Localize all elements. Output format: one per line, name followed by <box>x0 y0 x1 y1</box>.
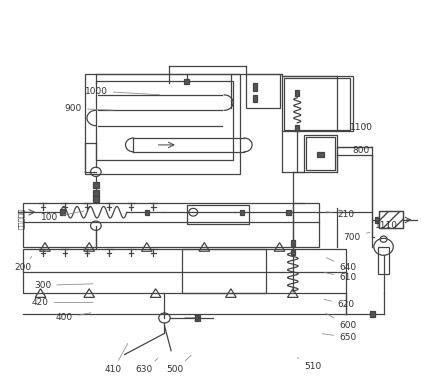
Bar <box>253 95 258 102</box>
Bar <box>304 135 337 172</box>
Text: 210: 210 <box>326 210 354 218</box>
Text: 900: 900 <box>65 104 113 113</box>
Bar <box>93 190 99 196</box>
Bar <box>60 209 65 215</box>
Text: 630: 630 <box>136 358 158 374</box>
Bar <box>93 183 99 188</box>
Text: 600: 600 <box>326 313 357 330</box>
Bar <box>291 240 295 246</box>
Bar <box>246 74 280 108</box>
Bar <box>295 90 299 96</box>
Text: 新鲜气进口: 新鲜气进口 <box>18 208 25 229</box>
Bar <box>23 203 319 247</box>
Bar <box>23 249 346 293</box>
Bar <box>379 212 404 228</box>
Bar <box>282 76 353 132</box>
Bar <box>286 210 291 215</box>
Bar <box>284 78 350 130</box>
Text: 420: 420 <box>32 298 93 307</box>
Text: 1000: 1000 <box>85 86 159 96</box>
Bar <box>182 249 266 293</box>
Text: 200: 200 <box>14 256 32 273</box>
Bar <box>85 74 240 174</box>
Bar <box>184 79 189 84</box>
Bar <box>145 210 149 215</box>
Text: 650: 650 <box>322 333 357 342</box>
Text: 510: 510 <box>297 358 321 371</box>
Bar <box>240 210 244 215</box>
Bar <box>317 152 324 157</box>
Text: 1110: 1110 <box>375 221 398 230</box>
Bar <box>295 125 299 130</box>
Bar <box>253 83 258 91</box>
Text: 100: 100 <box>40 211 84 222</box>
Text: 640: 640 <box>326 258 357 273</box>
Bar <box>306 137 335 170</box>
Text: 300: 300 <box>34 281 93 290</box>
Bar <box>195 315 200 321</box>
Text: 610: 610 <box>324 273 357 282</box>
Text: 800: 800 <box>353 146 370 155</box>
Text: 620: 620 <box>324 300 354 309</box>
Bar <box>96 81 233 160</box>
Bar <box>93 196 99 201</box>
Bar <box>291 250 295 255</box>
Bar <box>186 205 249 224</box>
Bar <box>370 312 375 317</box>
Text: 400: 400 <box>56 313 91 322</box>
Text: 410: 410 <box>105 344 128 374</box>
Bar <box>378 247 389 274</box>
Text: 700: 700 <box>344 232 370 242</box>
Bar <box>375 217 379 223</box>
Text: 500: 500 <box>166 355 191 374</box>
Text: 1100: 1100 <box>350 123 373 132</box>
Bar <box>379 212 404 228</box>
